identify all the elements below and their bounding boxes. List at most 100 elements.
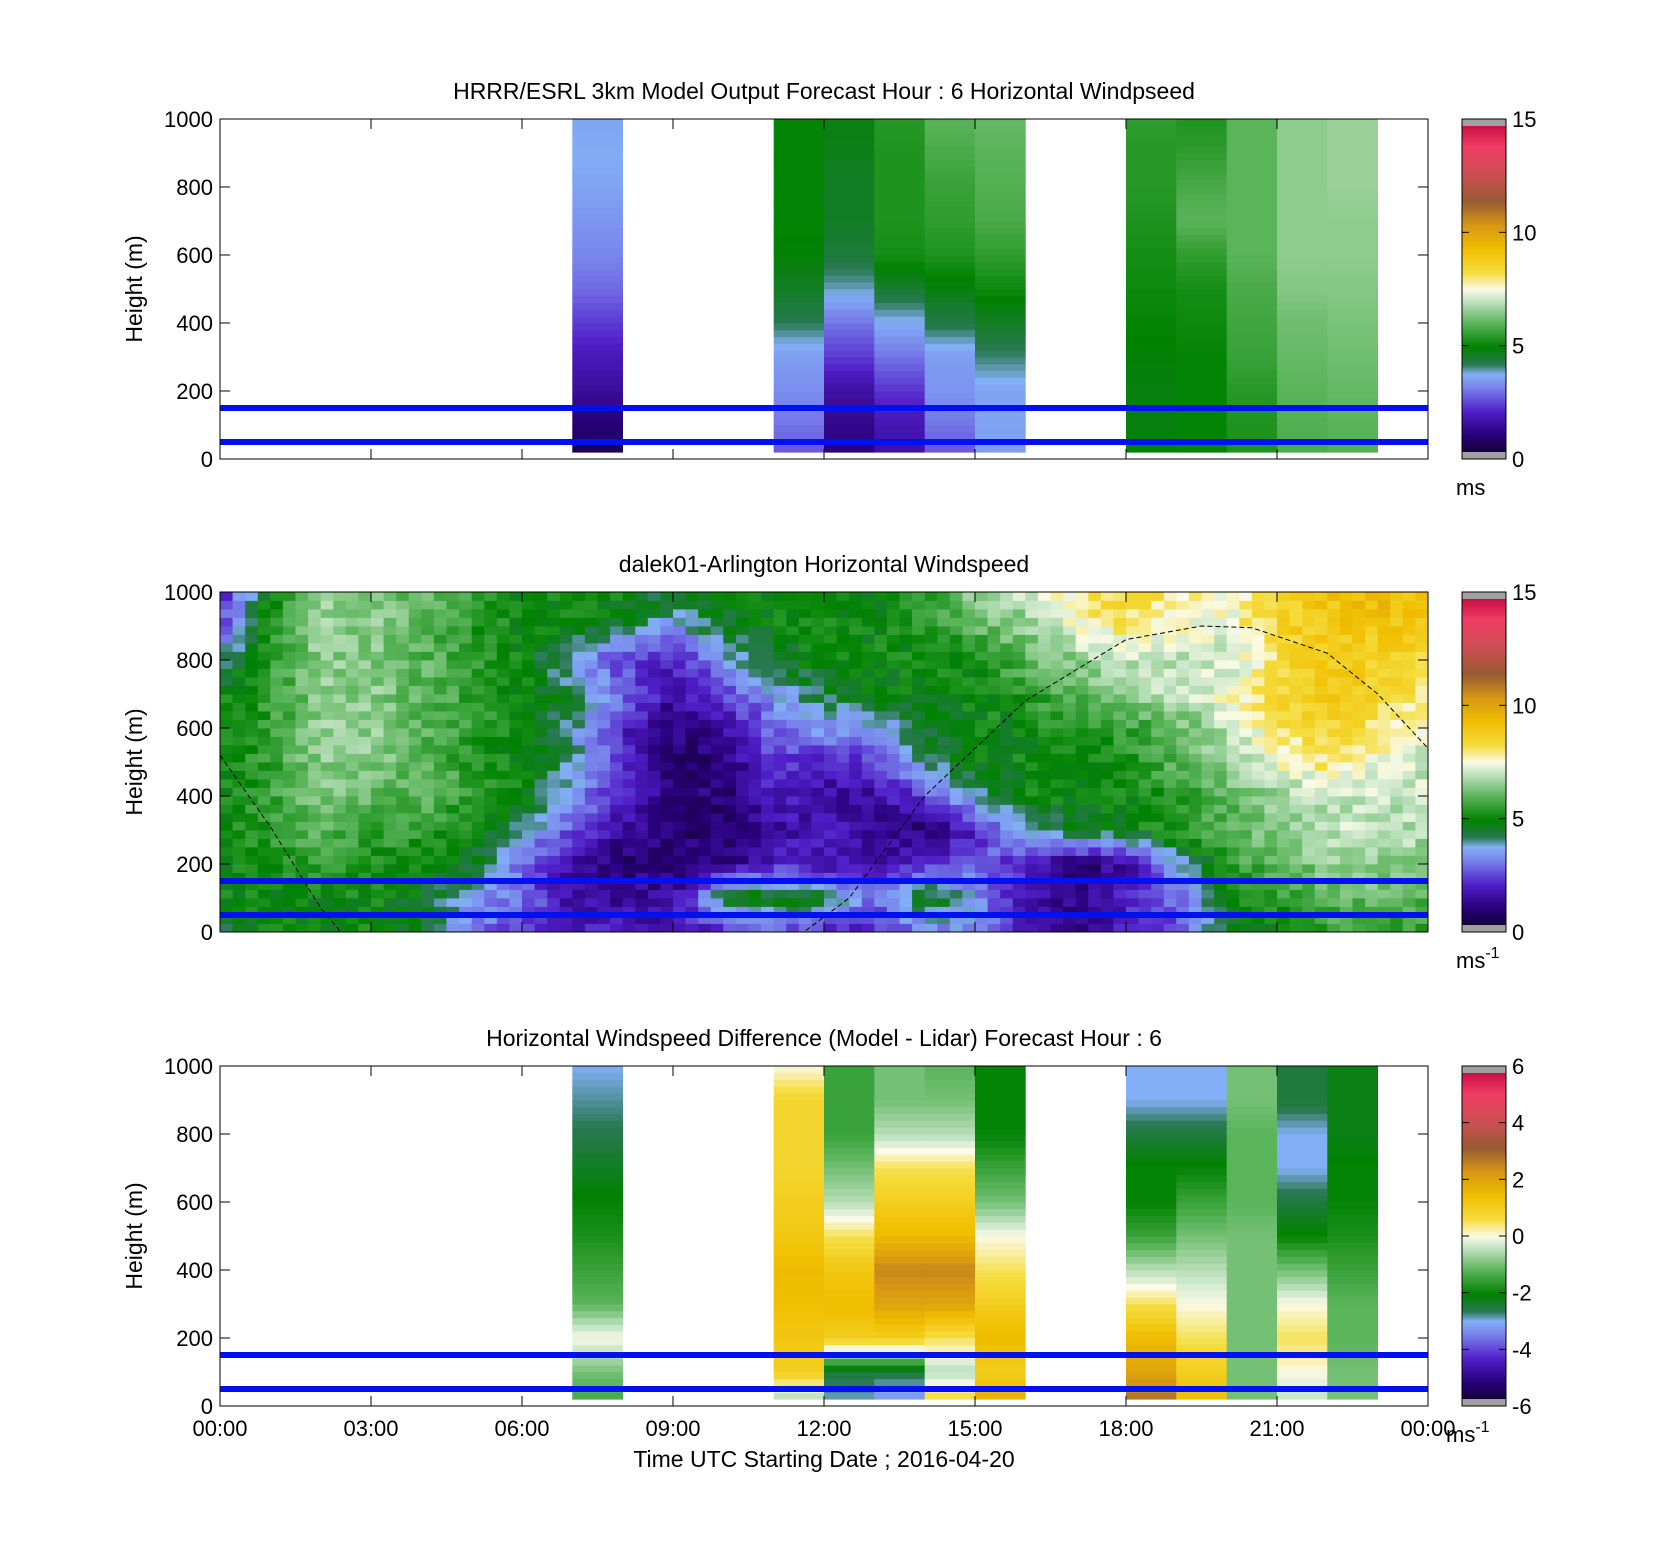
heatmap-cell [471, 719, 485, 729]
colorbar-swatch [1462, 165, 1506, 168]
heatmap-cell [1251, 719, 1265, 729]
heatmap-cell [459, 889, 473, 899]
heatmap-cell [509, 830, 523, 839]
heatmap-cell [710, 634, 724, 644]
heatmap-cell [761, 609, 775, 618]
heatmap-cell [1063, 779, 1077, 788]
heatmap-cell [698, 736, 712, 746]
heatmap-cell [572, 1140, 623, 1148]
heatmap-cell [1302, 923, 1316, 932]
heatmap-cell [761, 796, 775, 805]
heatmap-cell [522, 915, 535, 924]
heatmap-cell [975, 813, 988, 822]
heatmap-cell [1113, 677, 1127, 686]
heatmap-cell [1012, 719, 1026, 729]
heatmap-cell [1377, 694, 1391, 703]
heatmap-cell [572, 153, 623, 161]
heatmap-cell [861, 617, 875, 627]
heatmap-cell [635, 762, 649, 771]
heatmap-cell [1201, 915, 1215, 924]
heatmap-cell [610, 915, 624, 924]
heatmap-cell [1277, 762, 1290, 771]
heatmap-cell [509, 770, 523, 780]
heatmap-cell [886, 906, 900, 916]
heatmap-cell [433, 838, 447, 848]
colorbar-swatch [1462, 151, 1506, 154]
heatmap-cell [698, 694, 712, 703]
heatmap-cell [874, 255, 925, 263]
heatmap-cell [949, 753, 963, 763]
heatmap-cell [1415, 838, 1428, 848]
heatmap-cell [232, 745, 246, 754]
heatmap-cell [1075, 651, 1089, 661]
heatmap-cell [232, 813, 246, 822]
heatmap-cell [1352, 600, 1366, 610]
heatmap-cell [1277, 336, 1328, 344]
heatmap-cell [874, 384, 925, 392]
heatmap-cell [723, 702, 737, 712]
heatmap-cell [723, 736, 737, 746]
heatmap-cell [220, 617, 233, 627]
heatmap-cell [1126, 282, 1177, 290]
heatmap-cell [798, 711, 812, 720]
heatmap-cell [1214, 634, 1228, 644]
heatmap-cell [1415, 753, 1428, 763]
heatmap-cell [824, 1147, 875, 1155]
heatmap-cell [1075, 864, 1089, 873]
heatmap-cell [257, 855, 271, 865]
heatmap-cell [1214, 600, 1228, 610]
heatmap-cell [459, 864, 473, 873]
heatmap-cell [421, 728, 435, 737]
heatmap-cell [1402, 847, 1416, 856]
heatmap-cell [874, 377, 925, 385]
heatmap-cell [1126, 323, 1177, 331]
heatmap-cell [1075, 898, 1089, 907]
heatmap-cell [924, 677, 938, 686]
heatmap-cell [824, 770, 837, 780]
heatmap-cell [1088, 753, 1102, 763]
heatmap-cell [975, 125, 1026, 133]
heatmap-cell [685, 736, 699, 746]
heatmap-cell [559, 626, 573, 635]
heatmap-cell [949, 694, 963, 703]
heatmap-cell [1163, 813, 1177, 822]
heatmap-cell [1352, 923, 1366, 932]
heatmap-cell [1012, 838, 1026, 848]
heatmap-cell [383, 855, 397, 865]
heatmap-cell [924, 357, 976, 365]
heatmap-cell [1239, 592, 1253, 601]
heatmap-cell [220, 668, 233, 678]
heatmap-cell [308, 736, 322, 746]
heatmap-cell [824, 830, 837, 839]
heatmap-cell [1226, 830, 1240, 839]
heatmap-cell [1264, 830, 1278, 839]
heatmap-cell [383, 889, 397, 899]
heatmap-cell [761, 719, 775, 729]
heatmap-cell [1415, 779, 1428, 788]
heatmap-cell [270, 651, 284, 661]
heatmap-cell [836, 762, 850, 771]
heatmap-cell [1377, 881, 1391, 890]
heatmap-cell [723, 600, 737, 610]
heatmap-cell [773, 227, 825, 235]
heatmap-cell [949, 600, 963, 610]
heatmap-cell [1126, 898, 1139, 907]
heatmap-cell [937, 821, 951, 831]
heatmap-cell [1264, 923, 1278, 932]
heatmap-cell [1314, 847, 1328, 856]
colorbar-swatch [1462, 415, 1506, 418]
heatmap-cell [962, 821, 976, 831]
heatmap-cell [912, 855, 926, 865]
heatmap-cell [685, 592, 699, 601]
heatmap-cell [1126, 119, 1177, 127]
heatmap-cell [1327, 411, 1378, 419]
colorbar-swatch [1462, 231, 1506, 234]
heatmap-cell [1151, 889, 1165, 899]
heatmap-cell [811, 626, 825, 635]
heatmap-cell [622, 906, 636, 916]
heatmap-cell [723, 677, 737, 686]
heatmap-cell [459, 830, 473, 839]
heatmap-cell [496, 626, 510, 635]
heatmap-cell [220, 915, 233, 924]
colorbar-swatch [1462, 722, 1506, 725]
